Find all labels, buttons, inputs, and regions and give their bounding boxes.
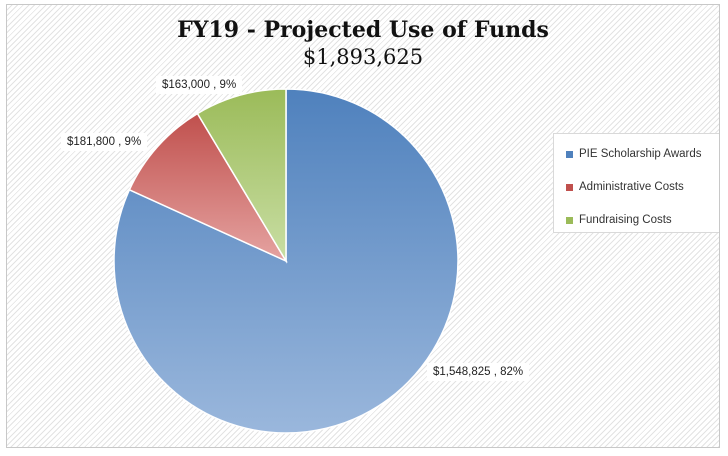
legend-swatch-scholarship bbox=[566, 150, 573, 158]
legend-item-scholarship: PIE Scholarship Awards bbox=[566, 147, 702, 161]
legend-swatch-administrative bbox=[566, 183, 573, 191]
chart-legend: PIE Scholarship Awards Administrative Co… bbox=[553, 133, 719, 233]
data-label-scholarship: $1,548,825 , 82% bbox=[427, 363, 530, 381]
pie-slice-fundraising bbox=[196, 88, 287, 264]
data-label-administrative: $181,800 , 9% bbox=[61, 133, 148, 151]
chart-title: FY19 - Projected Use of Funds bbox=[177, 17, 549, 43]
data-label-fundraising: $163,000 , 9% bbox=[156, 76, 243, 94]
pie-chart bbox=[113, 88, 459, 434]
legend-swatch-fundraising bbox=[566, 216, 573, 224]
pie-slice-scholarship bbox=[113, 88, 459, 434]
chart-subtitle: $1,893,625 bbox=[302, 45, 424, 69]
legend-label-scholarship: PIE Scholarship Awards bbox=[579, 148, 702, 160]
legend-item-administrative: Administrative Costs bbox=[566, 180, 684, 194]
legend-item-fundraising: Fundraising Costs bbox=[566, 213, 672, 227]
legend-label-fundraising: Fundraising Costs bbox=[579, 214, 672, 226]
pie-slice-administrative bbox=[128, 112, 288, 263]
legend-label-administrative: Administrative Costs bbox=[579, 181, 684, 193]
chart-area: FY19 - Projected Use of Funds $1,893,625… bbox=[6, 4, 720, 448]
